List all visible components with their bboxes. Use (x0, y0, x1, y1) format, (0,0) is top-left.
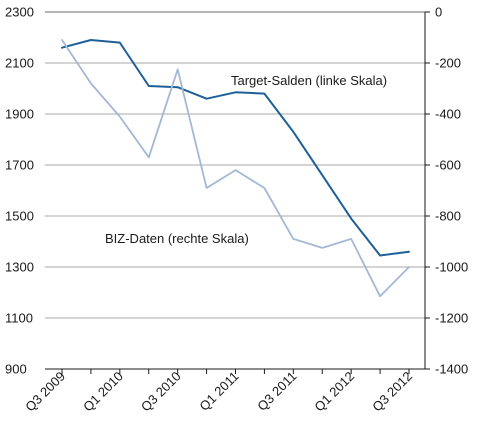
grid (45, 62, 425, 319)
right-tick-label: -200 (435, 56, 461, 71)
left-tick-label: 900 (5, 362, 27, 377)
series-lines (61, 39, 410, 298)
x-tick-label: Q3 2010 (138, 369, 184, 415)
right-tick-label: -400 (435, 107, 461, 122)
x-tick-label: Q3 2012 (369, 369, 415, 415)
x-tick-label: Q1 2011 (196, 369, 241, 414)
series-label-biz: BIZ-Daten (rechte Skala) (105, 231, 249, 246)
left-tick-label: 1700 (5, 158, 34, 173)
right-tick-label: -1000 (435, 260, 468, 275)
left-tick-label: 1900 (5, 107, 34, 122)
x-tick-label: Q1 2012 (311, 369, 357, 415)
left-tick-label: 1500 (5, 209, 34, 224)
x-tick-label: Q3 2009 (22, 369, 68, 415)
left-tick-label: 2100 (5, 56, 34, 71)
series-label-target: Target-Salden (linke Skala) (231, 73, 387, 88)
left-tick-label: 2300 (5, 5, 34, 20)
axes (45, 11, 430, 374)
right-tick-label: 0 (435, 5, 442, 20)
right-tick-label: -1400 (435, 362, 468, 377)
x-tick-label: Q1 2010 (80, 369, 126, 415)
left-tick-label: 1300 (5, 260, 34, 275)
series-line-target (61, 39, 410, 257)
tick-labels: 2300 2100 1900 1700 1500 1300 1100 900 0 -200 -400… (5, 5, 468, 415)
right-tick-label: -600 (435, 158, 461, 173)
left-tick-label: 1100 (5, 311, 33, 326)
right-tick-label: -800 (435, 209, 461, 224)
x-tick-label: Q3 2011 (254, 369, 299, 414)
right-tick-label: -1200 (435, 311, 468, 326)
series-line-biz (61, 39, 410, 298)
